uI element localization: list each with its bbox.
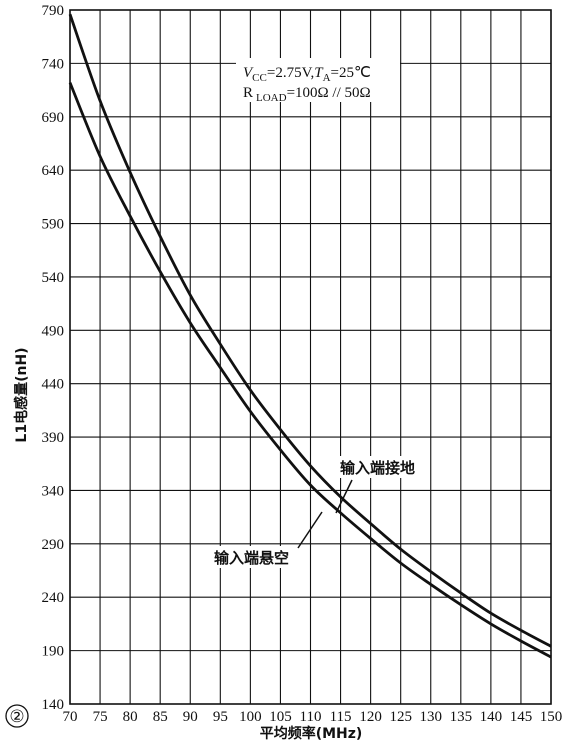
y-tick-label-11: 690: [42, 110, 65, 126]
x-tick-label-7: 105: [269, 709, 292, 725]
x-tick-label-14: 140: [480, 709, 503, 725]
x-tick-label-6: 100: [239, 709, 262, 725]
series-line-1: [68, 82, 552, 659]
y-tick-label-7: 490: [42, 323, 65, 339]
plot-frame: [69, 9, 552, 705]
y-tick-label-6: 440: [42, 377, 65, 393]
x-axis-label: 平均频率(MHz): [260, 725, 363, 742]
figure-number-circle: [5, 704, 29, 728]
x-tick-label-16: 150: [540, 709, 563, 725]
x-tick-label-1: 75: [93, 709, 108, 725]
x-tick-label-8: 110: [300, 709, 322, 725]
leader-line-floating: [297, 511, 323, 549]
x-tick-label-3: 85: [153, 709, 168, 725]
conditions-line-2: R LOAD=100Ω // 50Ω: [243, 85, 371, 104]
y-tick-label-13: 790: [42, 3, 65, 19]
x-tick-label-12: 130: [420, 709, 443, 725]
tick-labels: 70 75 80 85 90 95 100 105 110 115 120 125 130 135 140 1…: [42, 3, 563, 725]
conditions-line-1: VCC=2.75V,TA=25℃: [243, 65, 371, 84]
x-tick-label-15: 145: [510, 709, 533, 725]
x-tick-label-5: 95: [213, 709, 228, 725]
x-tick-label-13: 135: [450, 709, 473, 725]
x-tick-label-0: 70: [63, 709, 78, 725]
y-tick-label-2: 240: [42, 590, 65, 606]
y-tick-label-4: 340: [42, 483, 65, 499]
x-tick-label-9: 115: [330, 709, 352, 725]
figure-number: ②: [9, 707, 24, 726]
y-tick-label-3: 290: [42, 537, 65, 553]
series-label-grounded: 输入端接地: [340, 459, 415, 477]
conditions-annotation: VCC=2.75V,TA=25℃ R LOAD=100Ω // 50Ω: [236, 58, 400, 104]
y-tick-label-9: 590: [42, 217, 65, 233]
y-tick-label-10: 640: [42, 163, 65, 179]
series-line-0: [68, 13, 552, 648]
leader-line-grounded: [335, 479, 353, 514]
series-label-floating: 输入端悬空: [214, 549, 289, 567]
annotation-grounded: 输入端接地: [335, 456, 427, 514]
y-tick-label-12: 740: [42, 56, 65, 72]
x-tick-label-11: 125: [389, 709, 412, 725]
y-tick-label-8: 540: [42, 270, 65, 286]
y-tick-label-1: 190: [42, 644, 65, 660]
x-tick-label-4: 90: [183, 709, 198, 725]
x-tick-label-2: 80: [123, 709, 138, 725]
x-tick-label-10: 120: [359, 709, 382, 725]
y-tick-label-5: 390: [42, 430, 65, 446]
grid: [69, 9, 552, 705]
y-axis-label: L1电感量(nH): [13, 347, 30, 442]
annotation-floating: 输入端悬空: [212, 511, 323, 568]
series-curves: [68, 13, 552, 659]
y-tick-label-0: 140: [42, 697, 65, 713]
